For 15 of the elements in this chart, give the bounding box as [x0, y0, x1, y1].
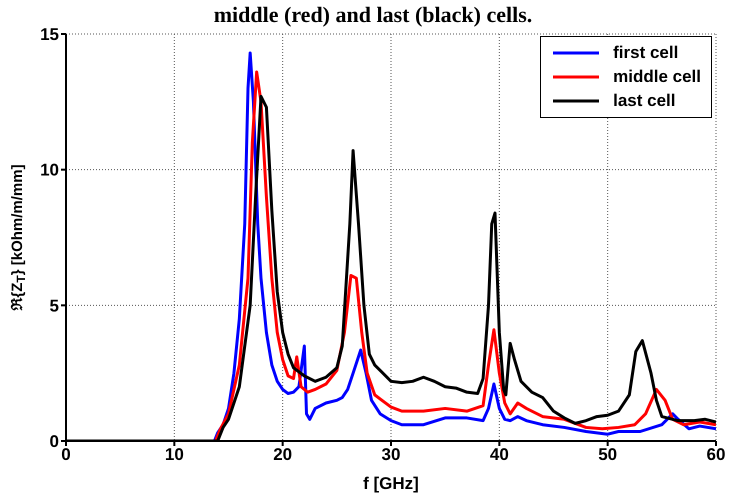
x-axis-title: f [GHz] — [363, 474, 419, 493]
y-tick-label: 15 — [40, 25, 59, 44]
x-tick-label: 60 — [706, 445, 726, 464]
y-tick-label: 5 — [50, 296, 59, 316]
x-tick-label: 10 — [164, 445, 184, 464]
x-tick-label: 30 — [382, 445, 400, 464]
legend-label: middle cell — [613, 67, 701, 87]
y-tick-label: 10 — [40, 160, 59, 180]
legend-label: first cell — [613, 43, 678, 63]
x-tick-label: 20 — [273, 445, 292, 464]
y-tick-label: 0 — [50, 432, 59, 452]
x-tick-label: 40 — [490, 445, 509, 464]
legend-label: last cell — [613, 91, 676, 111]
chart-title: middle (red) and last (black) cells. — [214, 2, 532, 27]
x-tick-label: 50 — [598, 445, 618, 464]
